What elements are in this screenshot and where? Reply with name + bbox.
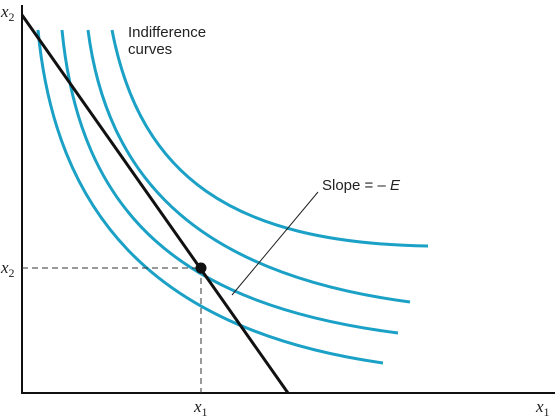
indifference-curve <box>86 29 411 304</box>
slope-text: Slope = – <box>322 177 386 194</box>
tangency-point <box>195 262 207 274</box>
var: x <box>193 397 202 416</box>
var: x <box>0 2 9 21</box>
sub: 2 <box>9 266 15 280</box>
indifference-curve <box>60 29 399 335</box>
leader-line <box>231 191 319 296</box>
point-y-label: x2 <box>0 258 15 280</box>
var: x <box>535 397 544 416</box>
slope-label: Slope = – E <box>322 177 401 194</box>
indifference-curve <box>36 29 384 365</box>
curves-label: Indifference <box>128 24 206 41</box>
slope-symbol: E <box>390 177 401 194</box>
budget-line <box>20 14 290 394</box>
y-axis-label: x2 <box>0 2 15 24</box>
sub: 2 <box>9 10 15 24</box>
point-x-label: x1 <box>193 397 208 419</box>
sub: 1 <box>544 405 550 419</box>
indifference-curve <box>110 29 429 248</box>
var: x <box>0 258 9 277</box>
sub: 1 <box>202 405 208 419</box>
curves-label: curves <box>128 41 172 58</box>
x-axis-label: x1 <box>535 397 550 419</box>
